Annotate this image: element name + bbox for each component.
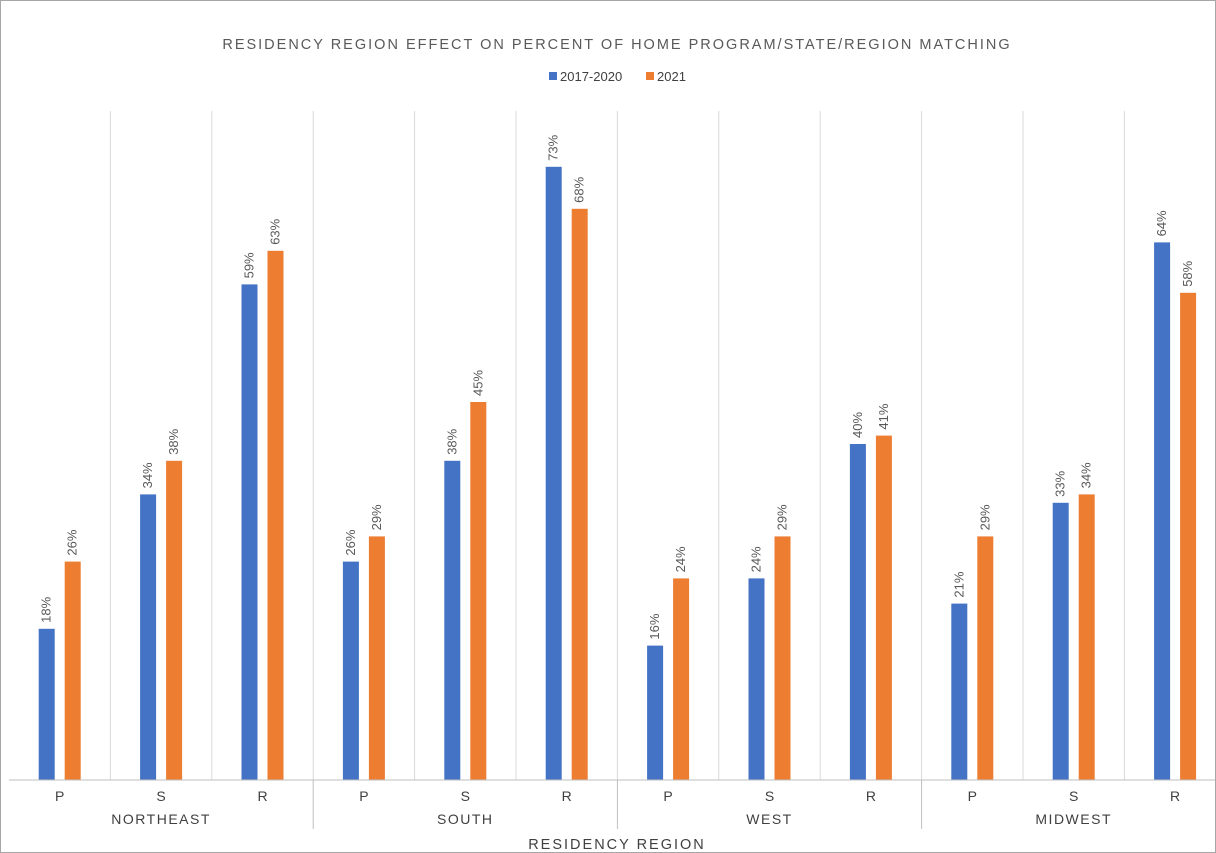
data-label: 18% <box>39 596 54 622</box>
bar <box>166 460 183 780</box>
bar <box>748 578 765 780</box>
data-labels: 18% 26% 34% 38% 59% 63% 26% 29% 38% 45% 73% 68% 16% 2… <box>39 134 1195 639</box>
data-label: 40% <box>850 412 865 438</box>
data-label: 24% <box>749 546 764 572</box>
bar <box>977 536 994 780</box>
legend-swatch-0 <box>549 72 557 80</box>
bar <box>64 561 81 780</box>
tick-label: P <box>359 788 368 804</box>
bar <box>267 250 284 781</box>
bar <box>673 578 690 780</box>
bar <box>951 603 968 780</box>
bar <box>545 166 562 781</box>
data-label: 33% <box>1053 470 1068 496</box>
tick-label: S <box>1069 788 1078 804</box>
data-label: 38% <box>444 428 459 454</box>
data-label: 29% <box>369 504 384 530</box>
data-label: 68% <box>572 176 587 202</box>
bar <box>444 460 461 780</box>
data-label: 24% <box>673 546 688 572</box>
data-label: 41% <box>876 403 891 429</box>
data-label: 26% <box>343 529 358 555</box>
bars <box>38 166 1197 781</box>
bar <box>1154 242 1171 780</box>
data-label: 16% <box>647 613 662 639</box>
legend-label-1: 2021 <box>657 69 686 84</box>
region-label: SOUTH <box>437 811 494 827</box>
data-label: 29% <box>775 504 790 530</box>
x-axis-title: RESIDENCY REGION <box>528 837 706 852</box>
tick-label: R <box>1170 788 1180 804</box>
bar <box>849 444 866 780</box>
tick-label: S <box>156 788 165 804</box>
region-label: MIDWEST <box>1035 811 1112 827</box>
bar <box>647 645 664 780</box>
data-label: 26% <box>65 529 80 555</box>
tick-label: S <box>461 788 470 804</box>
bar <box>38 628 55 780</box>
bar <box>241 284 258 780</box>
bar <box>571 208 588 781</box>
bar <box>875 435 892 780</box>
bar <box>470 402 487 780</box>
tick-label: P <box>55 788 64 804</box>
bar <box>774 536 791 780</box>
legend-label-0: 2017-2020 <box>560 69 622 84</box>
data-label: 59% <box>242 252 257 278</box>
data-label: 45% <box>470 370 485 396</box>
gridlines <box>109 111 1125 780</box>
data-label: 21% <box>951 571 966 597</box>
region-label: WEST <box>746 811 792 827</box>
tick-label: P <box>663 788 672 804</box>
legend-swatch-1 <box>646 72 654 80</box>
region-label: NORTHEAST <box>111 811 211 827</box>
data-label: 58% <box>1180 260 1195 286</box>
bar <box>342 561 359 780</box>
data-label: 38% <box>166 428 181 454</box>
legend: 2017-2020 2021 <box>549 69 686 84</box>
bar <box>1052 502 1069 780</box>
data-label: 63% <box>268 218 283 244</box>
bar <box>368 536 385 780</box>
tick-label: P <box>968 788 977 804</box>
tick-label: R <box>562 788 572 804</box>
data-label: 73% <box>546 134 561 160</box>
tick-label: R <box>257 788 267 804</box>
data-label: 29% <box>977 504 992 530</box>
chart-title: RESIDENCY REGION EFFECT ON PERCENT OF HO… <box>222 37 1011 53</box>
bar <box>1078 494 1095 780</box>
bar <box>1180 292 1197 780</box>
data-label: 34% <box>140 462 155 488</box>
data-label: 64% <box>1154 210 1169 236</box>
data-label: 34% <box>1079 462 1094 488</box>
tick-label: R <box>866 788 876 804</box>
tick-label: S <box>765 788 774 804</box>
x-axis: P S R P S R P S R P S R NORTHEAST SOUTH WEST MIDWEST <box>9 779 1215 829</box>
bar <box>140 494 157 780</box>
